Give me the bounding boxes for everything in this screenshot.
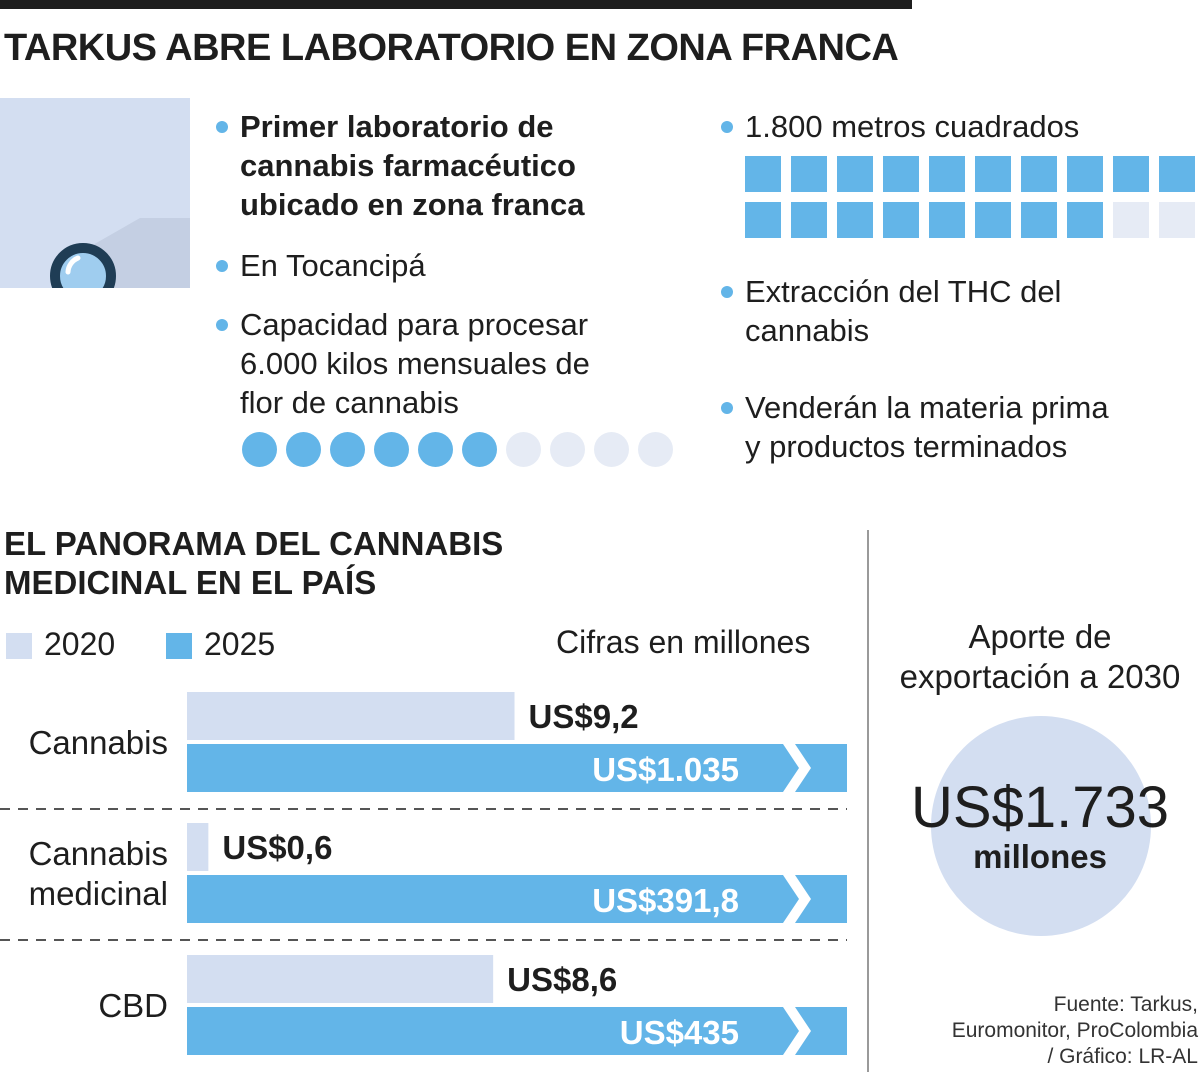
main-title: TARKUS ABRE LABORATORIO EN ZONA FRANCA bbox=[4, 27, 899, 69]
units-note: Cifras en millones bbox=[556, 624, 811, 660]
magnifying-glass-icon bbox=[50, 218, 190, 288]
fact-left-item: En Tocancipá bbox=[216, 246, 426, 285]
square-filled bbox=[975, 156, 1011, 192]
square-filled bbox=[883, 156, 919, 192]
legend-swatch-2025 bbox=[166, 633, 192, 659]
square-filled bbox=[883, 202, 919, 238]
fact-left-line: Capacidad para procesar bbox=[240, 307, 589, 342]
dot-empty bbox=[550, 432, 585, 467]
axis-break-mark bbox=[783, 744, 811, 792]
category-label: medicinal bbox=[29, 875, 168, 912]
bar-chart: US$9,2 US$1.035 Cannabis US$0,6 US$391,8 Cann… bbox=[0, 692, 847, 1055]
bar-label-2025: US$435 bbox=[620, 1014, 739, 1051]
square-filled bbox=[1113, 156, 1149, 192]
bar-2025 bbox=[187, 875, 847, 923]
aporte-value: US$1.733 bbox=[911, 775, 1169, 840]
square-filled bbox=[837, 156, 873, 192]
square-filled bbox=[1159, 156, 1195, 192]
dot-empty bbox=[638, 432, 673, 467]
dot-filled bbox=[462, 432, 497, 467]
square-filled bbox=[929, 156, 965, 192]
fact-left-line: flor de cannabis bbox=[240, 385, 459, 420]
top-rule bbox=[0, 0, 912, 9]
dot-filled bbox=[418, 432, 453, 467]
square-filled bbox=[1021, 202, 1057, 238]
aporte-title: Aporte de exportación a 2030 bbox=[870, 617, 1200, 697]
square-filled bbox=[1067, 202, 1103, 238]
aporte-unit: millones bbox=[973, 838, 1107, 875]
fact-left-line: 6.000 kilos mensuales de bbox=[240, 346, 590, 381]
fact-left-item: Primer laboratorio de cannabis farmacéuti… bbox=[216, 107, 585, 224]
category-label: CBD bbox=[98, 987, 168, 1024]
legend-label-2020: 2020 bbox=[44, 626, 116, 662]
bar-label-2025: US$391,8 bbox=[592, 882, 739, 919]
section-title: EL PANORAMA DEL CANNABIS MEDICINAL EN EL… bbox=[4, 524, 503, 602]
fact-left-item: Capacidad para procesar 6.000 kilos mensu… bbox=[216, 305, 590, 422]
square-empty bbox=[1113, 202, 1149, 238]
dot-empty bbox=[506, 432, 541, 467]
source-line: Fuente: Tarkus, bbox=[1053, 993, 1198, 1016]
section-title-line: MEDICINAL EN EL PAÍS bbox=[4, 564, 377, 601]
square-filled bbox=[1067, 156, 1103, 192]
bar-2020 bbox=[187, 955, 494, 1003]
square-empty bbox=[1159, 202, 1195, 238]
dot-filled bbox=[330, 432, 365, 467]
source-line: Euromonitor, ProColombia bbox=[951, 1019, 1198, 1042]
bar-label-2020: US$9,2 bbox=[529, 698, 639, 735]
square-filled bbox=[745, 156, 781, 192]
bar-2020 bbox=[187, 692, 515, 740]
aporte-title-line: Aporte de bbox=[968, 618, 1112, 655]
fact-right-item: 1.800 metros cuadrados bbox=[721, 107, 1079, 146]
fact-right-line: Venderán la materia prima bbox=[745, 390, 1109, 425]
bar-2025 bbox=[187, 1007, 847, 1055]
square-filled bbox=[929, 202, 965, 238]
legend-swatch-2020 bbox=[6, 633, 32, 659]
fact-left-line: Primer laboratorio de bbox=[240, 109, 554, 144]
aporte-circle bbox=[931, 716, 1151, 936]
square-filled bbox=[975, 202, 1011, 238]
area-squares bbox=[745, 156, 1200, 241]
dot-filled bbox=[374, 432, 409, 467]
bar-label-2020: US$8,6 bbox=[507, 961, 617, 998]
axis-break-mark bbox=[783, 875, 811, 923]
square-filled bbox=[791, 202, 827, 238]
dot-empty bbox=[594, 432, 629, 467]
lens-panel bbox=[0, 98, 190, 288]
square-filled bbox=[837, 202, 873, 238]
square-filled bbox=[791, 156, 827, 192]
fact-left-line: cannabis farmacéutico bbox=[240, 148, 576, 183]
dot-filled bbox=[242, 432, 277, 467]
source-note: Fuente: Tarkus, Euromonitor, ProColombia… bbox=[952, 992, 1198, 1070]
category-label: Cannabis bbox=[29, 835, 168, 872]
bar-label-2020: US$0,6 bbox=[222, 829, 332, 866]
fact-right-item: Extracción del THC del cannabis bbox=[721, 272, 1061, 350]
capacity-dots bbox=[242, 432, 682, 472]
vertical-divider bbox=[867, 530, 869, 1072]
fact-left-line: ubicado en zona franca bbox=[240, 187, 585, 222]
fact-right-line: cannabis bbox=[745, 313, 870, 348]
section-title-line: EL PANORAMA DEL CANNABIS bbox=[4, 525, 504, 562]
dot-filled bbox=[286, 432, 321, 467]
legend-label-2025: 2025 bbox=[204, 626, 276, 662]
fact-right-item: Venderán la materia prima y productos ter… bbox=[721, 388, 1109, 466]
square-filled bbox=[745, 202, 781, 238]
bar-2025 bbox=[187, 744, 847, 792]
aporte-title-line: exportación a 2030 bbox=[899, 658, 1181, 695]
fact-right-line: 1.800 metros cuadrados bbox=[745, 109, 1080, 144]
bar-label-2025: US$1.035 bbox=[592, 751, 739, 788]
square-filled bbox=[1021, 156, 1057, 192]
fact-right-line: Extracción del THC del bbox=[745, 274, 1062, 309]
source-line: / Gráfico: LR-AL bbox=[1047, 1045, 1198, 1068]
axis-break-mark bbox=[783, 1007, 811, 1055]
bar-2020 bbox=[187, 823, 209, 871]
category-label: Cannabis bbox=[29, 724, 168, 761]
fact-right-line: y productos terminados bbox=[745, 429, 1068, 464]
fact-left-line: En Tocancipá bbox=[240, 248, 426, 283]
